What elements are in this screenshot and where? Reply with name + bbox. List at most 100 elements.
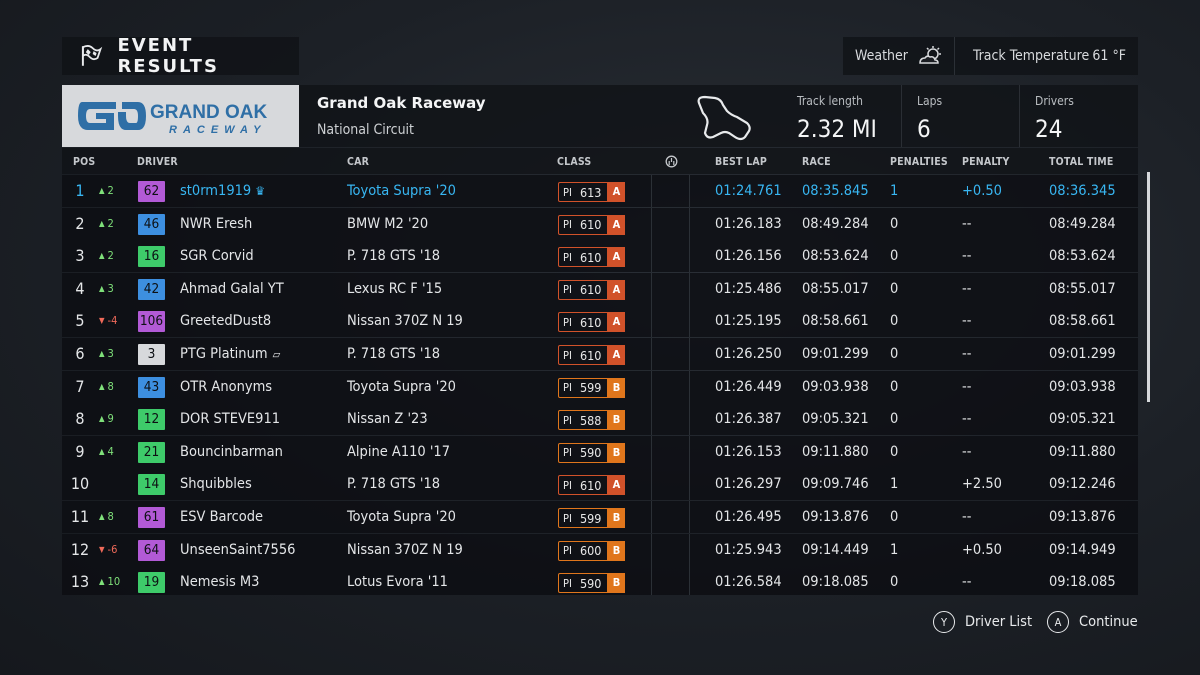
total-time: 09:05.321 [1049, 411, 1116, 428]
position: 7 [75, 376, 85, 396]
table-row[interactable]: 13 ▲ 10 19 Nemesis M3 Lotus Evora '11 PI 590 B 01… [62, 566, 1138, 595]
driver-name: SGR Corvid [180, 240, 254, 272]
best-lap: 01:26.183 [715, 215, 782, 232]
total-time: 09:13.876 [1049, 509, 1116, 525]
driver-name-text: Ahmad Galal YT [180, 280, 284, 297]
penalties-count: 0 [890, 346, 899, 362]
weather-bar: Weather Track Temperature 61 °F [843, 37, 1138, 75]
penalties-count: 0 [890, 411, 899, 428]
table-row[interactable]: 10 14 Shquibbles P. 718 GTS '18 PI 610 A 01:26.… [62, 468, 1138, 501]
car-name: P. 718 GTS '18 [347, 476, 441, 493]
penalties-count: 0 [890, 248, 899, 265]
up-arrow-icon: ▲ [99, 251, 105, 261]
table-row[interactable]: 2 ▲ 2 46 NWR Eresh BMW M2 '20 PI 610 A 01:26.183 0… [62, 207, 1138, 240]
car-number-badge: 61 [138, 507, 165, 528]
race-time: 09:05.321 [802, 411, 869, 428]
driver-list-button[interactable]: Y Driver List [933, 611, 1032, 633]
up-arrow-icon: ▲ [99, 218, 105, 228]
penalty-time: -- [962, 248, 972, 265]
pi-box: PI 613 [558, 182, 608, 202]
column-divider [689, 501, 690, 533]
position-change: ▲ 2 [99, 208, 114, 240]
tune-icon [665, 155, 678, 168]
table-row[interactable]: 12 ▼ -6 64 UnseenSaint7556 Nissan 370Z N 19 PI… [62, 533, 1138, 566]
position-change-value: 3 [107, 281, 114, 295]
car-name: Toyota Supra '20 [347, 378, 456, 395]
driver-name-text: OTR Anonyms [180, 378, 273, 395]
total-time: 08:36.345 [1049, 183, 1116, 199]
table-row[interactable]: 4 ▲ 3 42 Ahmad Galal YT Lexus RC F '15 PI 610 A 0… [62, 272, 1138, 305]
position: 10 [70, 474, 90, 494]
pi-box: PI 590 [558, 442, 608, 463]
penalties-count: 0 [890, 215, 899, 232]
total-time: 08:53.624 [1049, 248, 1116, 265]
car-name: Nissan Z '23 [347, 411, 428, 428]
column-divider [689, 566, 690, 595]
column-divider [651, 435, 652, 468]
col-total-time: TOTAL TIME [1049, 156, 1114, 168]
race-time: 08:35.845 [802, 183, 869, 199]
driver-name: GreetedDust8 [180, 305, 271, 337]
column-divider [651, 468, 652, 501]
pi-label: PI [563, 348, 572, 362]
checkered-flag-icon [81, 45, 103, 66]
pi-box: PI 599 [558, 377, 608, 398]
pi-value: 599 [580, 510, 602, 526]
penalty-time: +2.50 [962, 476, 1002, 493]
pi-value: 588 [580, 412, 602, 428]
position-change: ▲ 3 [99, 338, 114, 370]
penalty-time: -- [962, 280, 972, 297]
table-row[interactable]: 5 ▼ -4 106 GreetedDust8 Nissan 370Z N 19 PI 610… [62, 305, 1138, 338]
pi-label: PI [563, 218, 572, 232]
position-change-value: 2 [107, 216, 114, 230]
driver-name: DOR STEVE911 [180, 403, 280, 435]
column-divider [689, 435, 690, 468]
column-divider [689, 338, 690, 370]
position: 12 [70, 539, 90, 559]
position: 5 [75, 311, 85, 331]
column-divider [651, 533, 652, 566]
weather-divider [953, 37, 955, 75]
total-time: 09:11.880 [1049, 443, 1116, 460]
col-car: CAR [347, 156, 370, 168]
class-letter: A [608, 475, 625, 496]
track-layout: National Circuit [317, 122, 414, 138]
table-row[interactable]: 8 ▲ 9 12 DOR STEVE911 Nissan Z '23 PI 588 B 01:26… [62, 403, 1138, 436]
col-penalty: PENALTY [962, 156, 1010, 168]
table-row[interactable]: 9 ▲ 4 21 Bouncinbarman Alpine A110 '17 PI 590 B 0… [62, 435, 1138, 468]
up-arrow-icon: ▲ [99, 283, 105, 293]
penalty-time: -- [962, 378, 972, 395]
car-name: Toyota Supra '20 [347, 183, 456, 199]
table-row[interactable]: 7 ▲ 8 43 OTR Anonyms Toyota Supra '20 PI 599 B 01… [62, 370, 1138, 403]
penalty-time: -- [962, 313, 972, 330]
table-row[interactable]: 11 ▲ 8 61 ESV Barcode Toyota Supra '20 PI 599 B 0… [62, 501, 1138, 533]
total-time: 08:49.284 [1049, 215, 1116, 232]
table-row[interactable]: 3 ▲ 2 16 SGR Corvid P. 718 GTS '18 PI 610 A 01:26… [62, 240, 1138, 273]
table-row[interactable]: 6 ▲ 3 3 PTG Platinum ▱ P. 718 GTS '18 PI 610 A 01:… [62, 338, 1138, 370]
continue-label: Continue [1079, 614, 1138, 630]
scrollbar[interactable] [1147, 172, 1150, 402]
pi-label: PI [563, 511, 572, 525]
pi-label: PI [563, 576, 572, 590]
column-divider [689, 403, 690, 436]
position-change: ▲ 8 [99, 501, 114, 533]
car-name: Alpine A110 '17 [347, 443, 451, 460]
position: 6 [75, 344, 85, 363]
weather-label: Weather [855, 48, 908, 64]
driver-name-text: st0rm1919 [180, 183, 252, 199]
col-class: CLASS [557, 156, 592, 168]
pi-class-badge: PI 599 B [558, 508, 625, 528]
pi-value: 590 [580, 575, 602, 591]
table-row[interactable]: 1 ▲ 2 62 st0rm1919 ♛ Toyota Supra '20 PI 613 A 01:… [62, 175, 1138, 207]
best-lap: 01:26.495 [715, 509, 782, 525]
penalties-count: 0 [890, 574, 899, 591]
continue-button[interactable]: A Continue [1047, 611, 1138, 633]
driver-name-text: Nemesis M3 [180, 574, 260, 591]
pi-box: PI 610 [558, 279, 608, 300]
best-lap: 01:26.387 [715, 411, 782, 428]
up-arrow-icon: ▲ [99, 446, 105, 456]
penalty-time: +0.50 [962, 541, 1002, 558]
best-lap: 01:26.297 [715, 476, 782, 493]
grand-oak-logo-icon: GRAND OAK RACEWAY [78, 102, 267, 136]
penalties-count: 1 [890, 476, 899, 493]
